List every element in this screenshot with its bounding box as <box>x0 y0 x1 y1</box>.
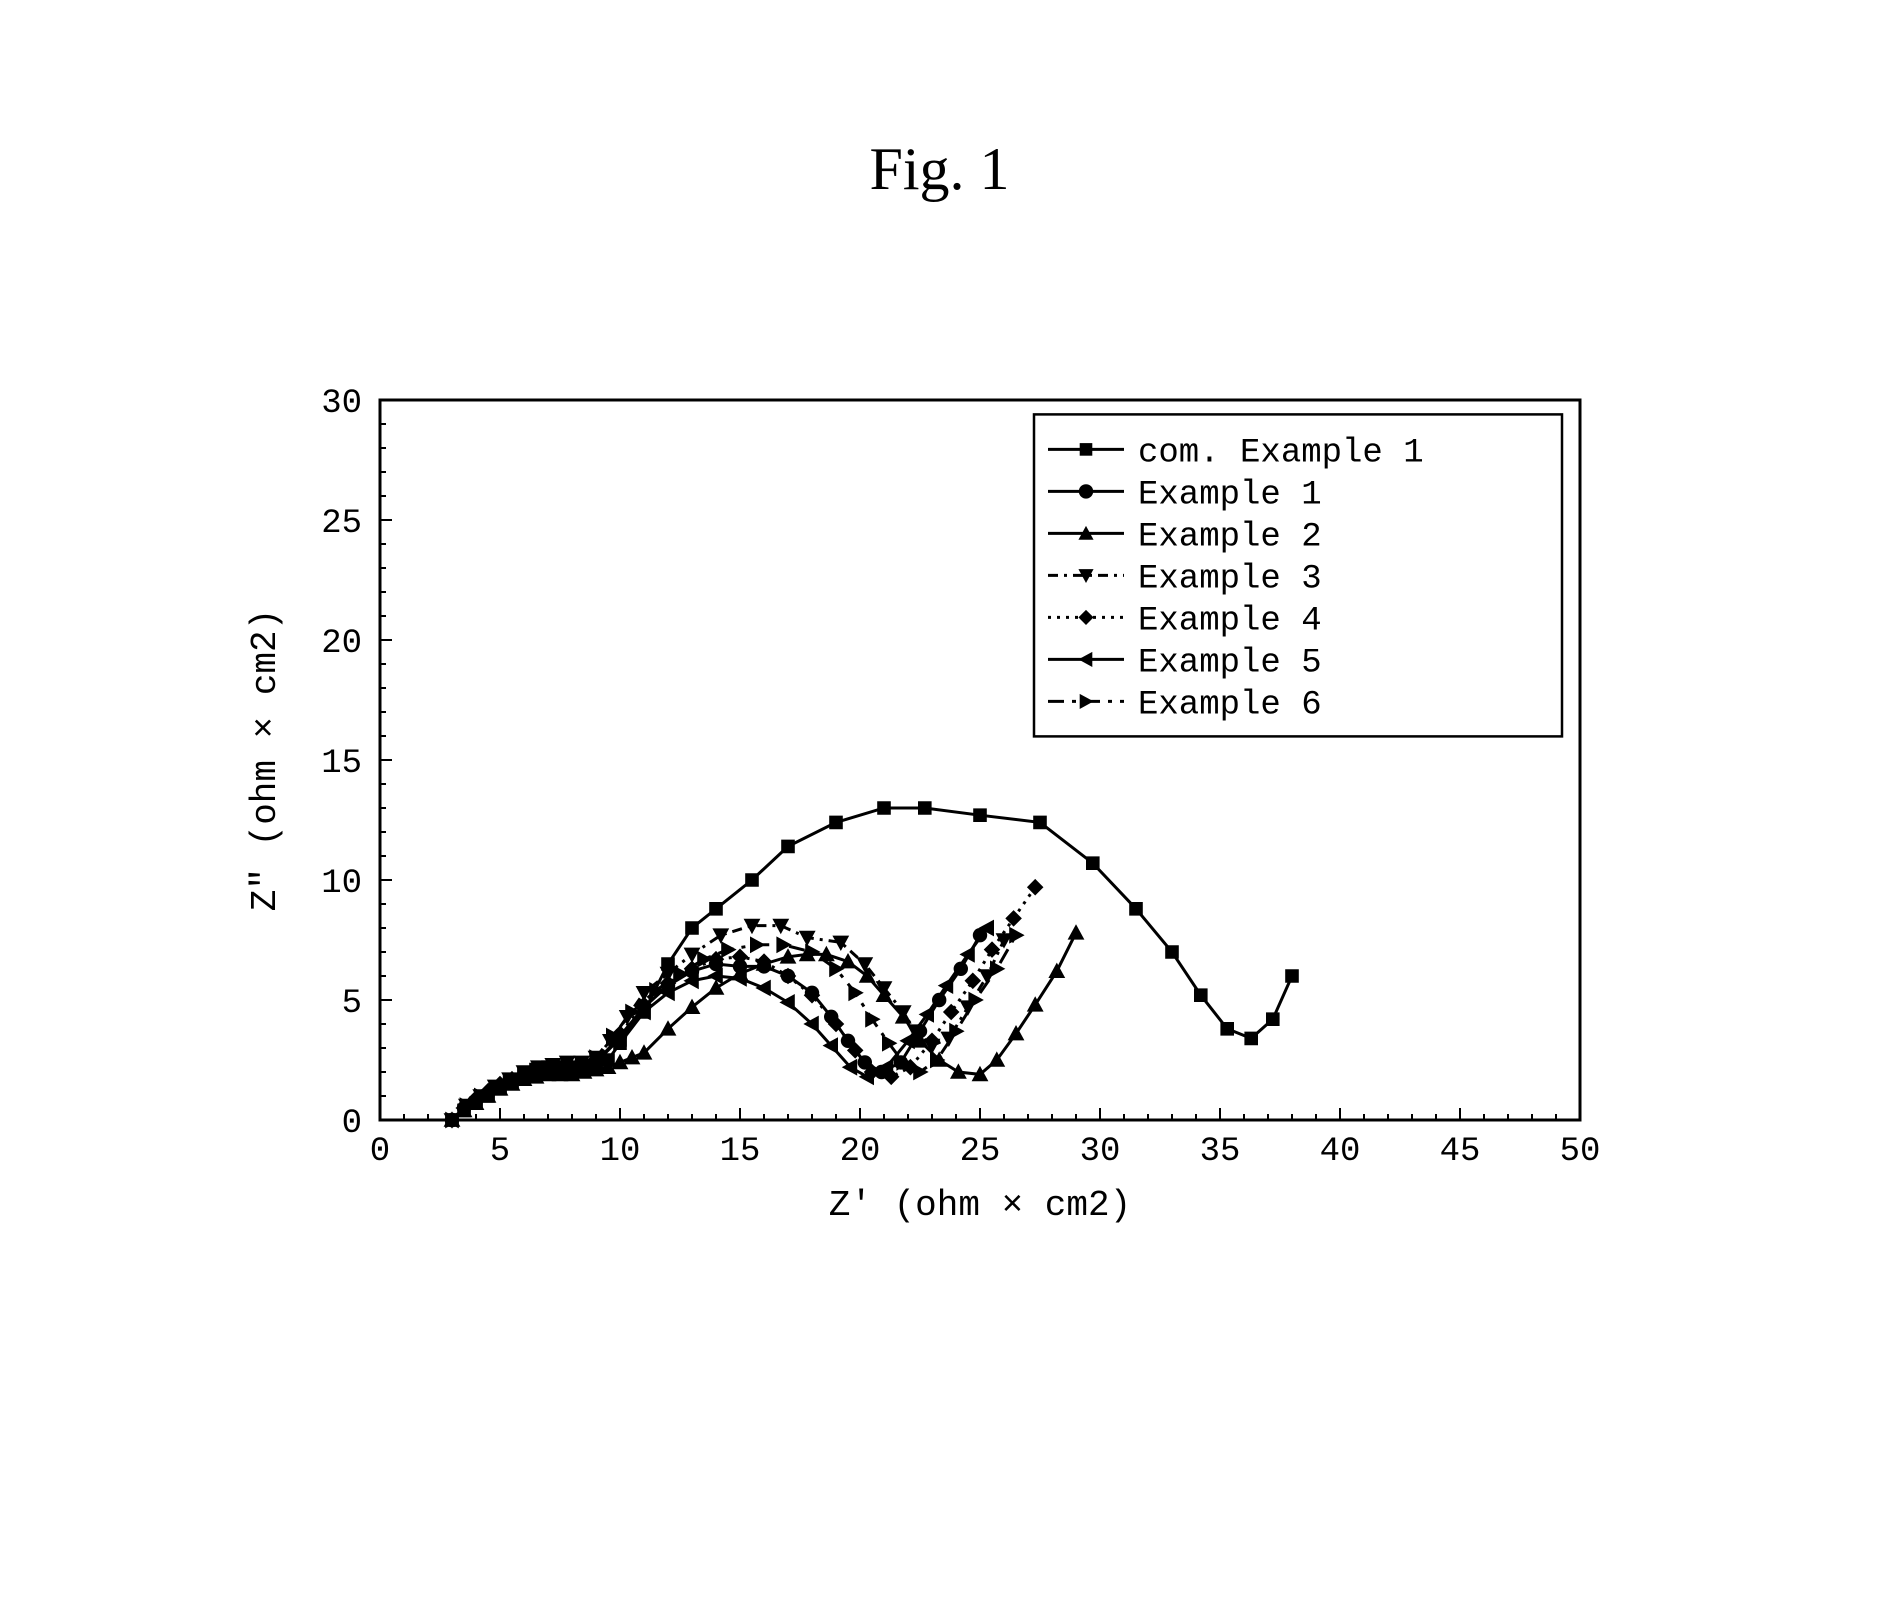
svg-text:Example 3: Example 3 <box>1138 560 1322 598</box>
svg-text:5: 5 <box>490 1133 510 1171</box>
svg-text:Example 1: Example 1 <box>1138 476 1322 514</box>
svg-text:5: 5 <box>342 985 362 1023</box>
svg-text:Example 2: Example 2 <box>1138 518 1322 556</box>
svg-text:35: 35 <box>1200 1133 1241 1171</box>
svg-text:10: 10 <box>321 865 362 903</box>
svg-text:40: 40 <box>1320 1133 1361 1171</box>
svg-text:20: 20 <box>840 1133 881 1171</box>
svg-text:30: 30 <box>1080 1133 1121 1171</box>
svg-text:Example 6: Example 6 <box>1138 686 1322 724</box>
svg-text:com. Example 1: com. Example 1 <box>1138 434 1424 472</box>
svg-text:50: 50 <box>1560 1133 1601 1171</box>
svg-text:15: 15 <box>321 745 362 783</box>
svg-text:Z" (ohm × cm2): Z" (ohm × cm2) <box>245 609 286 911</box>
svg-text:30: 30 <box>321 385 362 423</box>
svg-text:Example 4: Example 4 <box>1138 602 1322 640</box>
svg-text:Example 5: Example 5 <box>1138 644 1322 682</box>
svg-text:45: 45 <box>1440 1133 1481 1171</box>
svg-text:25: 25 <box>960 1133 1001 1171</box>
svg-text:25: 25 <box>321 505 362 543</box>
svg-text:10: 10 <box>600 1133 641 1171</box>
chart-svg: 0 5 10 15 20 25 30 35 40 45 50 0 5 10 15 20 25 30 Z' (ohm … <box>220 360 1650 1260</box>
figure-title: Fig. 1 <box>0 135 1879 204</box>
svg-text:0: 0 <box>370 1133 390 1171</box>
svg-text:Z' (ohm × cm2): Z' (ohm × cm2) <box>829 1185 1131 1226</box>
nyquist-chart: 0 5 10 15 20 25 30 35 40 45 50 0 5 10 15 20 25 30 Z' (ohm … <box>220 360 1650 1265</box>
svg-text:15: 15 <box>720 1133 761 1171</box>
svg-text:0: 0 <box>342 1105 362 1143</box>
svg-text:20: 20 <box>321 625 362 663</box>
